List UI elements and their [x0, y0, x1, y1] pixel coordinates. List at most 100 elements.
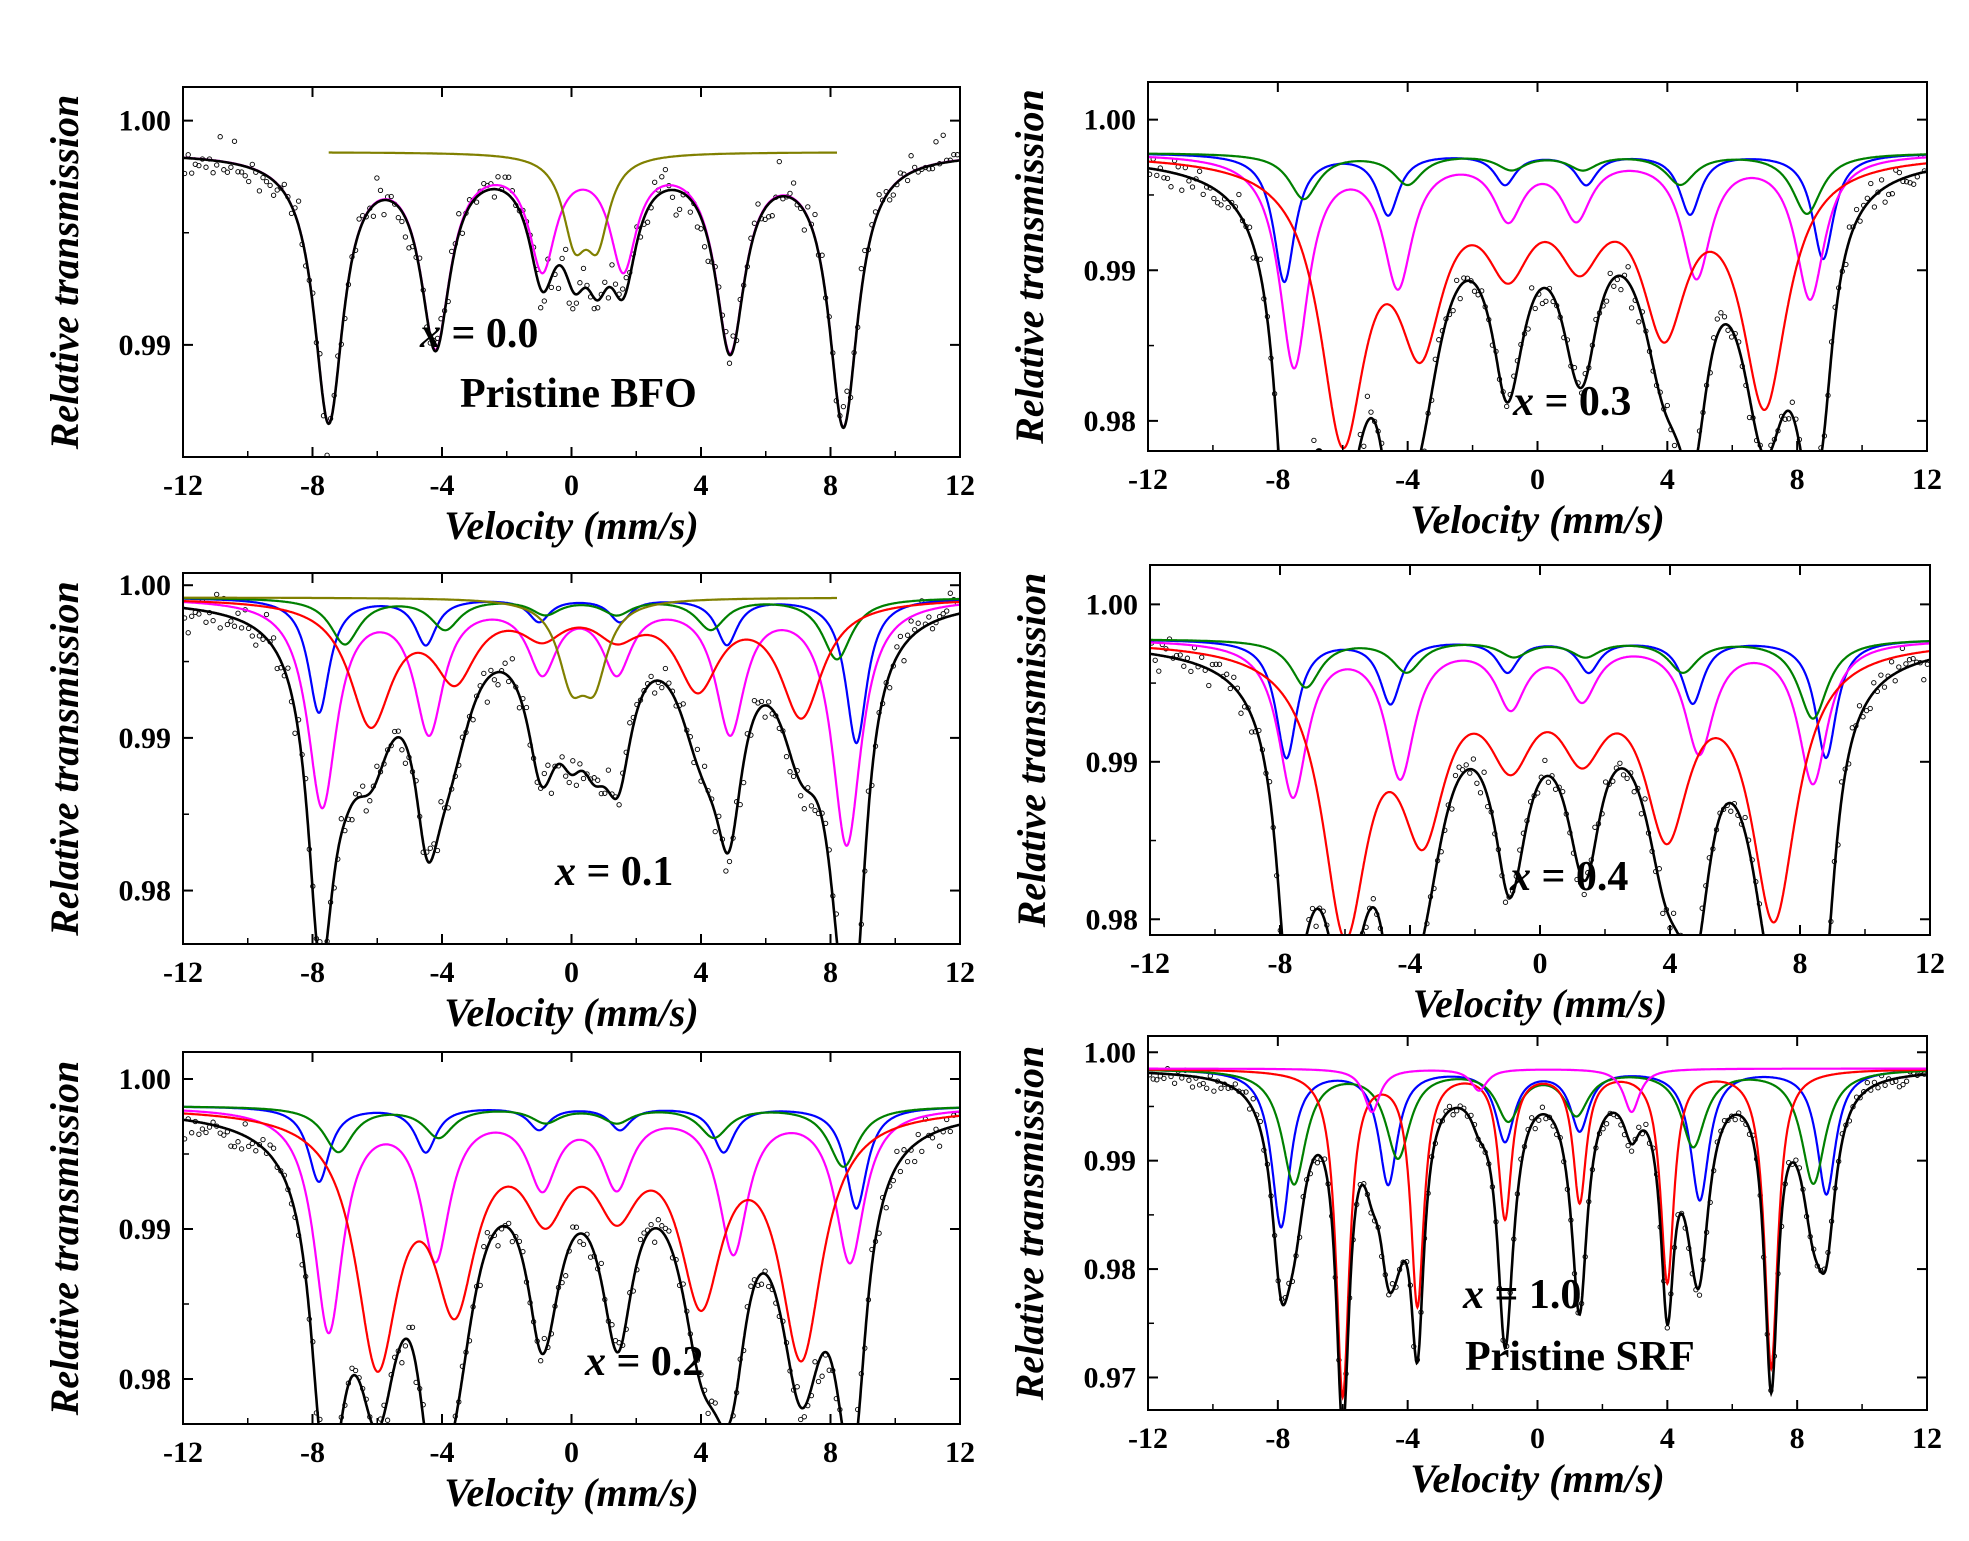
- data-point: [1337, 516, 1341, 520]
- data-point: [559, 754, 565, 760]
- data-point: [506, 1220, 512, 1227]
- data-point: [826, 1367, 832, 1373]
- data-point: [1896, 169, 1903, 176]
- data-point: [502, 174, 508, 180]
- data-point: [1328, 942, 1332, 946]
- data-point: [724, 1426, 728, 1430]
- y-tick-label: 1.00: [1084, 104, 1137, 137]
- data-point: [1322, 463, 1326, 467]
- data-point: [1545, 779, 1552, 785]
- data-point: [1152, 657, 1158, 663]
- data-point: [548, 284, 555, 291]
- x-tick-label: -4: [1395, 1422, 1420, 1455]
- data-point: [705, 258, 711, 264]
- data-point: [1206, 682, 1212, 689]
- data-point: [701, 763, 708, 769]
- data-point: [249, 633, 255, 639]
- data-point: [723, 868, 729, 874]
- data-point: [1871, 680, 1877, 686]
- data-point: [662, 1225, 669, 1232]
- data-point: [940, 132, 946, 138]
- data-point: [1875, 1085, 1881, 1091]
- data-point: [936, 1143, 943, 1149]
- data-point: [1628, 1148, 1635, 1154]
- data-point: [798, 1416, 804, 1423]
- data-point: [1903, 1078, 1910, 1084]
- component-curve-0: [1148, 153, 1927, 284]
- data-point: [235, 169, 241, 175]
- data-point: [848, 1463, 852, 1467]
- data-point: [1761, 942, 1765, 946]
- data-point: [1603, 1121, 1610, 1127]
- panel-annotation: x = 0.4: [1509, 854, 1628, 900]
- data-point: [623, 274, 629, 281]
- data-point: [669, 194, 676, 200]
- data-point: [887, 685, 893, 691]
- data-point: [1154, 172, 1160, 179]
- data-point: [189, 1130, 195, 1136]
- data-point: [947, 590, 953, 596]
- data-point: [484, 699, 490, 705]
- data-point: [1330, 477, 1334, 481]
- component-curve-1: [328, 151, 837, 257]
- y-tick-label: 1.00: [119, 105, 172, 138]
- data-point: [1768, 973, 1772, 977]
- data-point: [712, 1400, 718, 1406]
- y-tick-label: 0.97: [1084, 1361, 1137, 1394]
- data-point: [894, 644, 900, 650]
- data-point: [270, 1145, 277, 1151]
- data-point: [1682, 941, 1686, 945]
- x-tick-label: 4: [1663, 947, 1678, 980]
- data-point: [253, 1148, 259, 1154]
- data-point: [595, 777, 601, 783]
- data-point: [570, 1224, 576, 1230]
- data-point: [196, 611, 202, 617]
- data-point: [1156, 668, 1162, 674]
- data-point: [470, 717, 476, 723]
- component-curve-3: [183, 1112, 960, 1373]
- total-fit-curve: [183, 606, 960, 944]
- data-point: [1539, 1104, 1546, 1110]
- data-point: [509, 1238, 515, 1245]
- y-tick-label: 0.99: [1084, 254, 1137, 287]
- x-tick-label: 4: [694, 1436, 709, 1469]
- data-point: [1628, 305, 1635, 311]
- data-point: [587, 1254, 594, 1260]
- data-point: [189, 613, 195, 619]
- data-point: [1921, 677, 1927, 683]
- data-point: [1546, 1114, 1553, 1120]
- data-point: [1864, 195, 1870, 201]
- x-tick-label: -12: [163, 956, 203, 989]
- data-point: [541, 770, 547, 777]
- data-point: [912, 1158, 918, 1165]
- data-point: [1814, 1029, 1818, 1033]
- data-point: [381, 211, 387, 218]
- data-point: [1313, 923, 1319, 929]
- x-tick-label: -8: [300, 956, 325, 989]
- data-point: [1804, 481, 1808, 485]
- data-point: [848, 1018, 852, 1022]
- data-point: [356, 216, 362, 222]
- data-point: [1721, 314, 1728, 320]
- data-point: [377, 187, 384, 194]
- data-point: [1532, 305, 1538, 312]
- data-point: [183, 615, 188, 621]
- data-point: [915, 620, 921, 626]
- data-point: [1249, 729, 1255, 735]
- data-point: [1297, 535, 1301, 539]
- data-point: [751, 697, 758, 704]
- data-point: [1578, 390, 1585, 396]
- data-point: [541, 1335, 547, 1342]
- component-curve-0: [183, 1105, 960, 1210]
- total-fit-curve: [183, 156, 960, 430]
- data-point: [1189, 1084, 1196, 1090]
- data-point: [456, 211, 462, 217]
- data-point: [1315, 457, 1319, 461]
- data-point: [766, 214, 772, 220]
- panel-annotation: x = 0.3: [1512, 379, 1631, 425]
- data-point: [790, 773, 797, 780]
- data-point: [506, 678, 512, 685]
- data-point: [1764, 944, 1768, 948]
- data-point: [1889, 191, 1895, 197]
- data-point: [819, 1373, 825, 1379]
